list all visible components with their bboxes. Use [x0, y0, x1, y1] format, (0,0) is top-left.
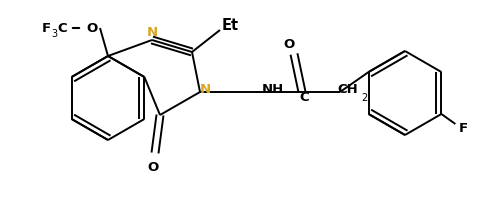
Text: O: O — [284, 38, 295, 51]
Text: C: C — [299, 91, 309, 104]
Text: NH: NH — [262, 83, 284, 96]
Text: F: F — [459, 122, 468, 135]
Text: O: O — [147, 161, 158, 174]
Text: 3: 3 — [51, 29, 57, 39]
Text: N: N — [199, 83, 211, 96]
Text: 2: 2 — [361, 93, 367, 102]
Text: Et: Et — [221, 17, 239, 32]
Text: C: C — [57, 22, 67, 35]
Text: O: O — [86, 22, 98, 35]
Text: CH: CH — [338, 83, 358, 96]
Text: F: F — [42, 22, 51, 35]
Text: N: N — [146, 26, 157, 39]
